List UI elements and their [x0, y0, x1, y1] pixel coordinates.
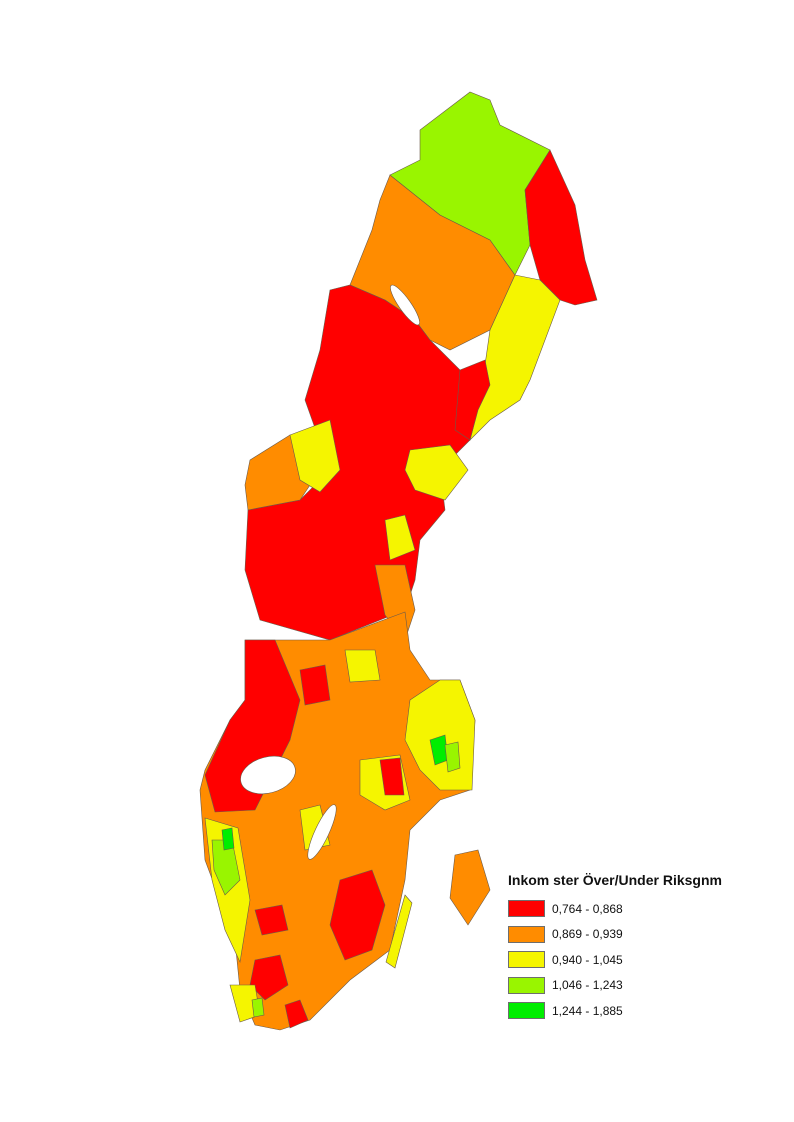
municipality-region — [384, 514, 416, 561]
municipality-region — [454, 359, 491, 441]
municipality-region — [221, 827, 235, 851]
legend-label: 0,940 - 1,045 — [552, 952, 623, 967]
legend: Inkom ster Över/Under Riksgnm 0,764 - 0,… — [508, 872, 722, 1024]
legend-item: 0,869 - 0,939 — [508, 922, 722, 948]
municipality-region — [385, 894, 413, 969]
legend-label: 1,244 - 1,885 — [552, 1003, 623, 1018]
municipality-region — [199, 611, 476, 1031]
legend-item: 1,046 - 1,243 — [508, 973, 722, 999]
municipality-region — [344, 649, 381, 683]
municipality-region — [204, 639, 301, 813]
municipality-region — [284, 999, 309, 1029]
lake-vattern — [307, 804, 337, 860]
legend-title: Inkom ster Över/Under Riksgnm — [508, 872, 722, 888]
municipality-region — [449, 849, 491, 926]
legend-item: 1,244 - 1,885 — [508, 998, 722, 1024]
legend-swatch — [508, 925, 545, 943]
legend-swatch — [508, 900, 545, 918]
lake-vanern — [240, 755, 296, 795]
legend-item: 0,764 - 0,868 — [508, 896, 722, 922]
legend-item: 0,940 - 1,045 — [508, 947, 722, 973]
legend-swatch — [508, 951, 545, 969]
municipality-region — [251, 997, 265, 1018]
lake-northern — [390, 284, 420, 326]
municipality-region — [404, 444, 469, 501]
municipality-region — [299, 664, 331, 706]
legend-label: 1,046 - 1,243 — [552, 978, 623, 993]
municipality-region — [329, 869, 386, 961]
legend-swatch — [508, 1002, 545, 1020]
legend-label: 0,764 - 0,868 — [552, 901, 623, 916]
legend-label: 0,869 - 0,939 — [552, 927, 623, 942]
municipality-region — [444, 741, 461, 773]
municipality-region — [249, 954, 289, 1001]
municipality-region — [524, 149, 598, 306]
legend-swatch — [508, 976, 545, 994]
municipality-region — [379, 757, 405, 796]
municipality-region — [289, 419, 341, 493]
municipality-region — [254, 904, 289, 936]
